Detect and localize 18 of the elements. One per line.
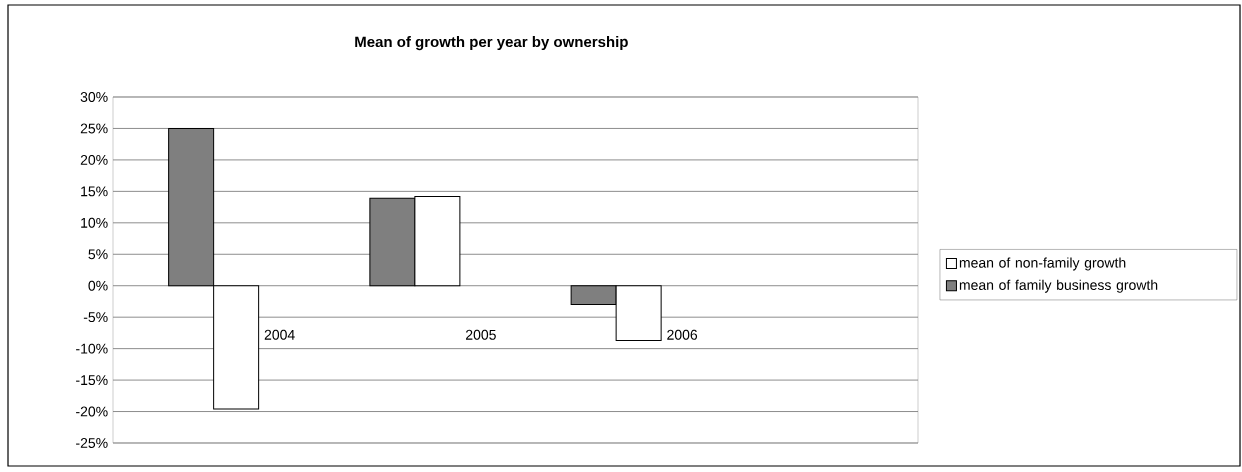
- y-tick-label: -5%: [83, 312, 108, 323]
- x-tick-label: 2006: [667, 329, 698, 340]
- y-tick-label: 5%: [88, 249, 108, 260]
- y-tick-label: -25%: [76, 438, 108, 448]
- legend-label: mean of non-family growth: [959, 257, 1126, 271]
- y-tick-label: -20%: [76, 406, 108, 417]
- y-tick-label: -15%: [76, 375, 108, 386]
- y-tick-label: 0%: [88, 280, 108, 291]
- x-tick-label: 2004: [264, 329, 295, 340]
- y-tick-label: 10%: [81, 217, 108, 228]
- x-tick-label: 2005: [466, 329, 496, 340]
- legend-label: mean of family business growth: [959, 279, 1158, 293]
- y-tick-label: 20%: [80, 154, 108, 165]
- y-tick-label: 25%: [80, 123, 108, 134]
- y-tick-label: -10%: [76, 343, 108, 354]
- y-tick-label: 30%: [80, 92, 108, 102]
- chart-title: Mean of growth per year by ownership: [355, 36, 628, 51]
- y-tick-label: 15%: [81, 186, 108, 197]
